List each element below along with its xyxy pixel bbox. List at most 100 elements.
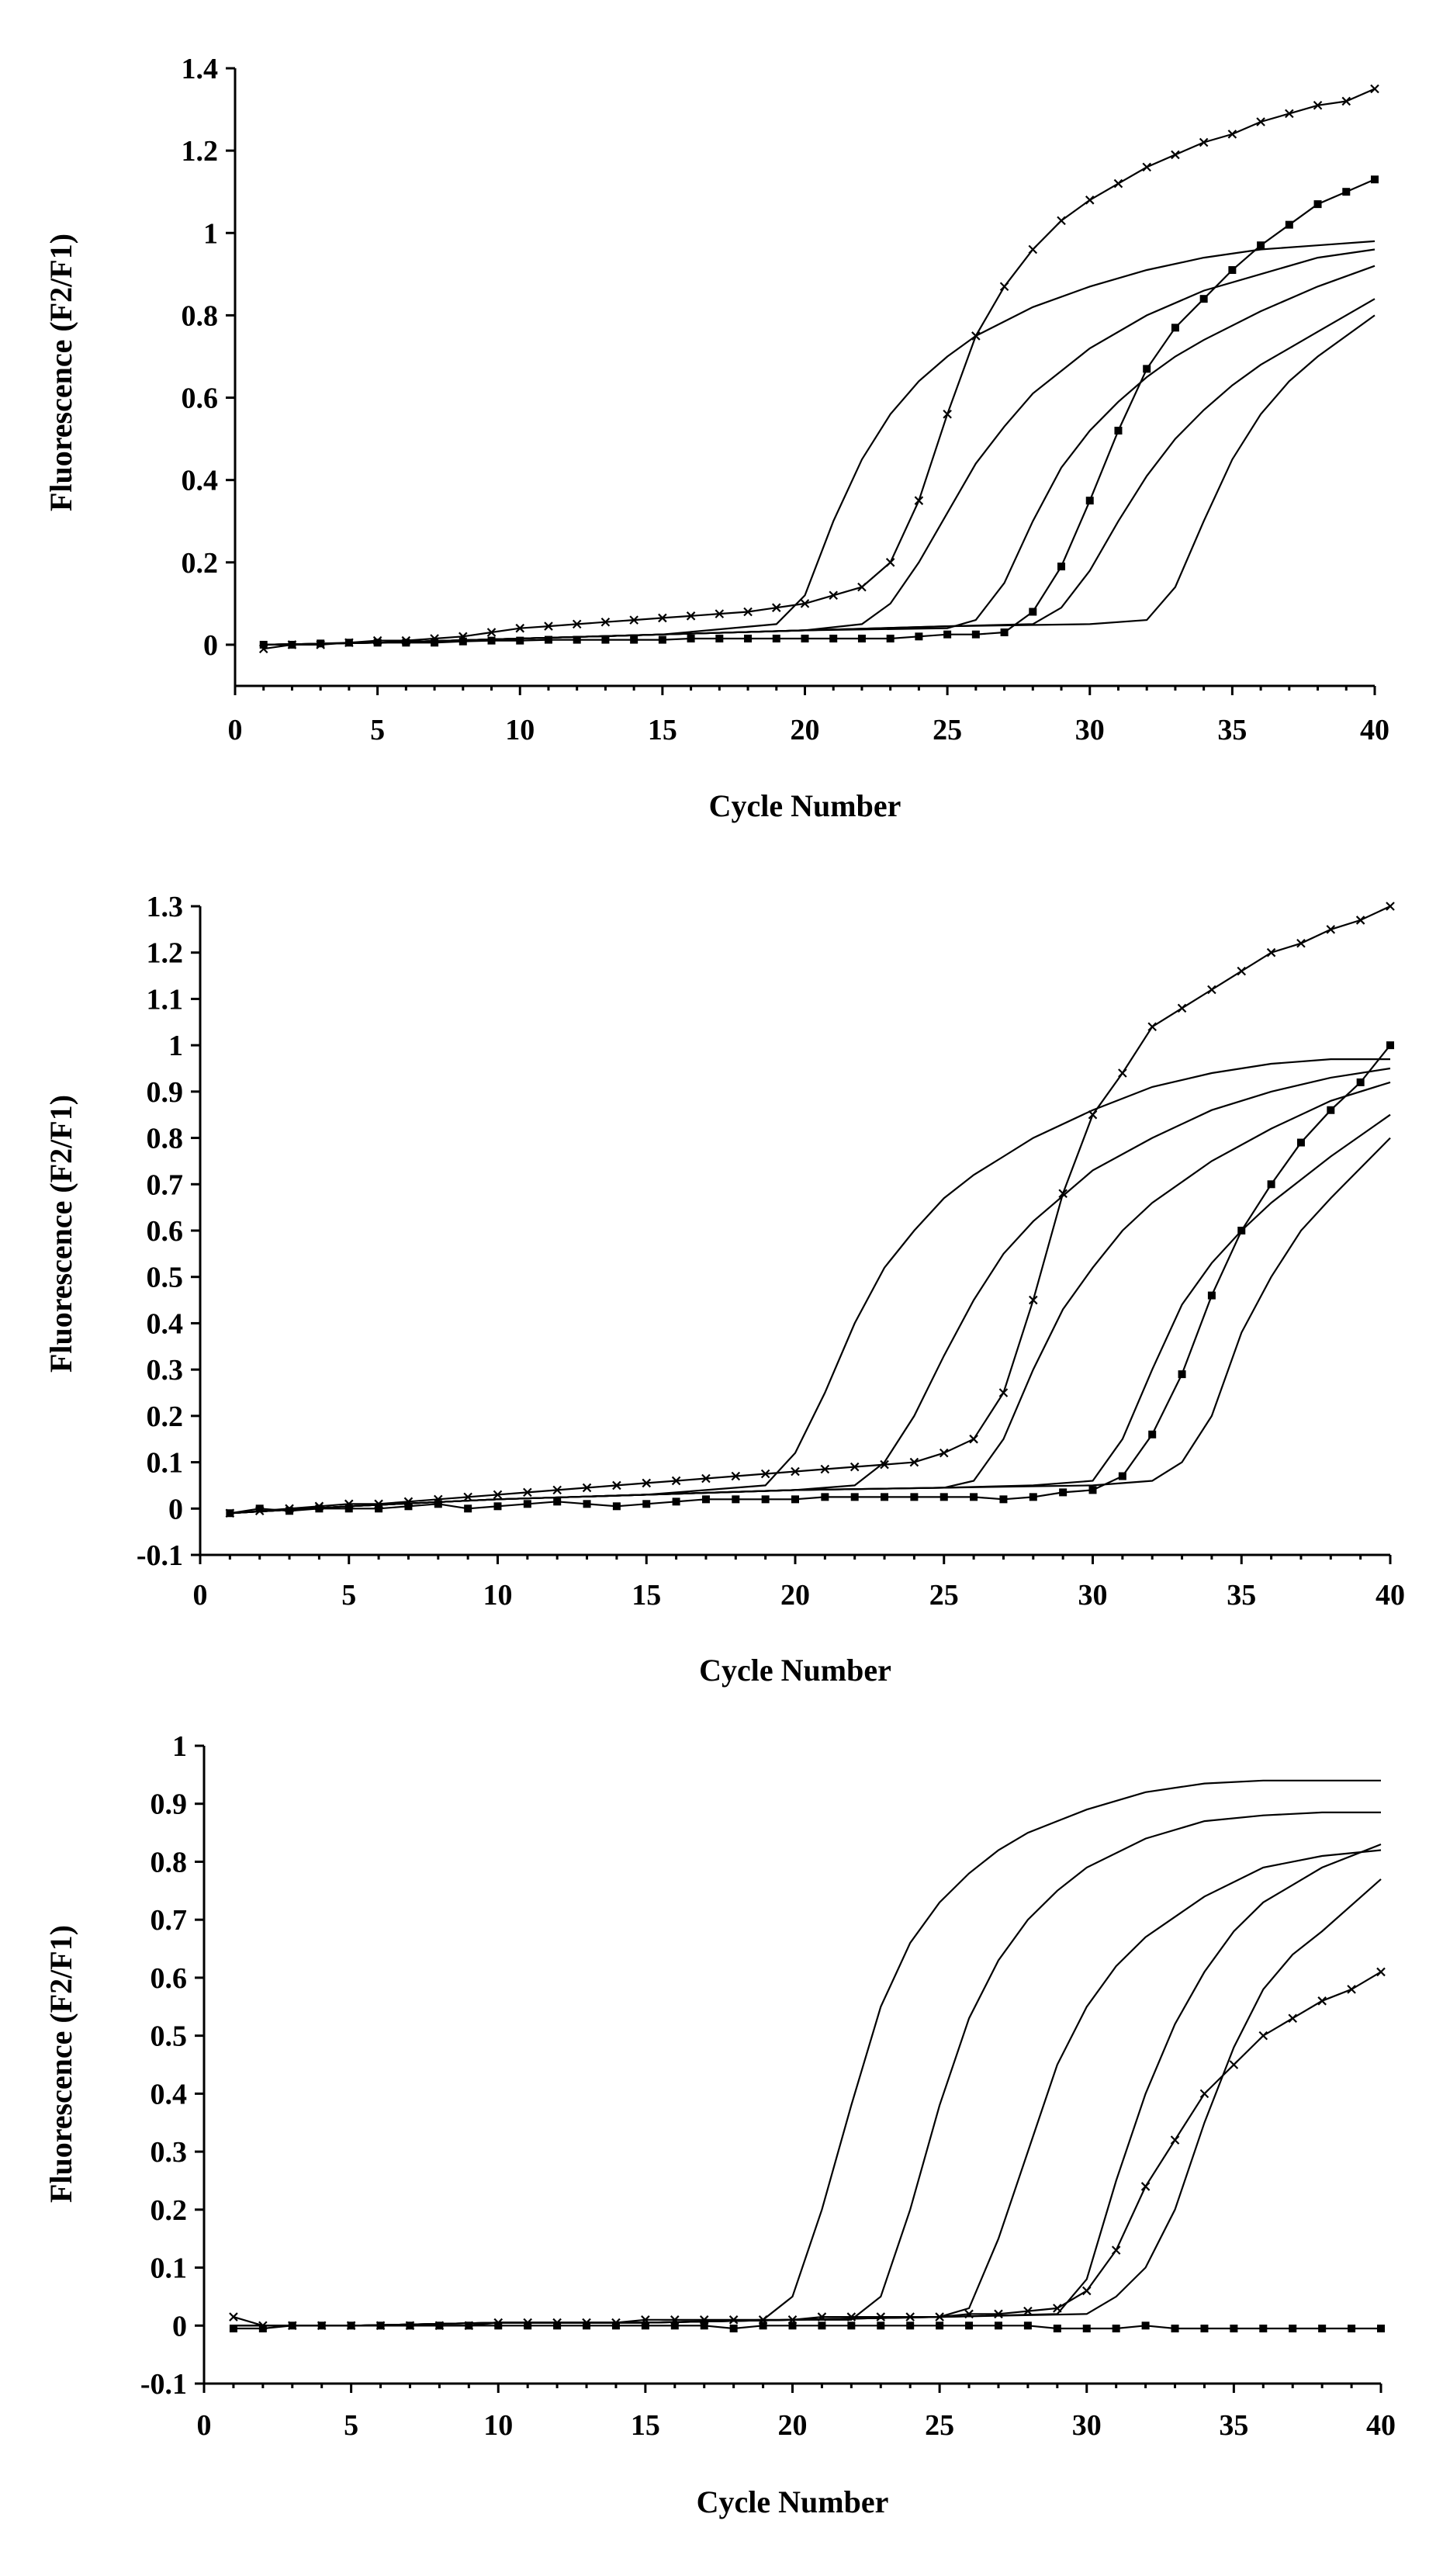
data-point-square [1088, 1486, 1097, 1494]
data-point-square [1112, 2325, 1120, 2333]
data-point-square [732, 1495, 740, 1504]
data-point-square [487, 636, 496, 645]
y-tick-label: 0.8 [182, 299, 219, 332]
data-point-x [728, 2315, 739, 2325]
data-point-x [1207, 985, 1216, 995]
data-point-x [658, 613, 667, 623]
y-tick-label: 1 [168, 1030, 183, 1062]
y-tick-label: 1.2 [147, 937, 184, 970]
data-point-square [373, 639, 382, 647]
data-point-square [524, 2322, 532, 2330]
data-point-square [583, 2322, 591, 2330]
data-point-x [463, 1492, 472, 1502]
series-line-1 [230, 1058, 1390, 1515]
data-point-x [914, 496, 924, 505]
y-tick-label: 0 [203, 629, 218, 662]
data-point-x [1256, 117, 1265, 126]
y-tick-label: 0.1 [151, 2252, 188, 2285]
data-point-x [493, 1490, 503, 1500]
data-point-square [1377, 2325, 1385, 2333]
data-point-x [544, 621, 553, 631]
data-point-square [406, 2322, 414, 2330]
data-point-square [285, 1507, 294, 1515]
data-point-square [494, 2322, 503, 2330]
x-tick-label: 30 [1072, 2409, 1102, 2442]
y-tick-label: 0.2 [182, 547, 219, 580]
data-point-square [544, 635, 552, 644]
x-tick-label: 15 [648, 714, 677, 746]
data-point-square [910, 1493, 919, 1501]
data-point-x [686, 611, 696, 621]
data-point-square [943, 630, 952, 639]
data-point-square [255, 1504, 264, 1513]
data-point-x [1237, 966, 1247, 976]
data-point-x [629, 615, 638, 625]
y-axis-title: Fluorescence (F2/F1) [43, 1925, 78, 2203]
x-tick-label: 5 [344, 2409, 358, 2442]
data-point-x [817, 2312, 827, 2322]
data-point-x [876, 2312, 886, 2322]
x-tick-label: 20 [778, 2409, 808, 2442]
data-point-x [582, 1483, 592, 1493]
data-point-x [1140, 2182, 1151, 2191]
series-line-6 [233, 1971, 1382, 2327]
data-point-square [940, 1493, 948, 1501]
data-point-x [523, 1487, 532, 1497]
x-tick-label: 15 [631, 2409, 660, 2442]
data-point-x [1229, 2060, 1239, 2069]
data-point-x [1355, 916, 1365, 925]
data-point-x [771, 603, 781, 612]
data-point-x [969, 1434, 978, 1444]
data-point-square [583, 1500, 591, 1508]
data-point-square [1267, 1180, 1275, 1189]
x-tick-label: 40 [1366, 2409, 1396, 2442]
data-point-square [573, 635, 581, 644]
data-point-x [939, 1448, 949, 1458]
series-line-4 [263, 298, 1376, 646]
data-point-square [259, 640, 268, 649]
data-point-x [1113, 178, 1123, 189]
data-point-square [818, 2322, 826, 2330]
series-line-3 [230, 1081, 1391, 1515]
y-tick-label: 1.2 [182, 135, 219, 168]
data-point-square [1289, 2325, 1297, 2333]
x-tick-label: 20 [791, 714, 820, 746]
y-tick-label: 0.6 [151, 1962, 188, 1995]
y-tick-label: 0.2 [151, 2194, 188, 2227]
data-point-square [1000, 628, 1009, 637]
data-point-square [658, 635, 666, 644]
series-line-6 [263, 88, 1376, 650]
x-tick-label: 35 [1219, 2409, 1248, 2442]
data-point-x [1029, 1295, 1038, 1305]
x-axis-title: Cycle Number [709, 788, 901, 823]
chart-panel-middle: 0 5 10 15 20 25 30 35 40 -0.1 0 0.1 0.2 0.3 0.4 0.5 0.6 0… [43, 891, 1405, 1688]
data-point-x [229, 2312, 238, 2322]
data-point-square [402, 639, 410, 647]
series-line-5 [230, 1137, 1391, 1515]
x-tick-label: 40 [1376, 1579, 1405, 1612]
data-point-square [1053, 2325, 1061, 2333]
y-tick-label: 1.1 [147, 983, 184, 1016]
data-point-x [1227, 130, 1237, 139]
data-point-x [998, 1388, 1009, 1397]
data-point-square [791, 1495, 799, 1504]
data-point-square [1296, 1138, 1305, 1147]
data-point-square [523, 1500, 531, 1508]
data-point-x [1147, 1022, 1157, 1032]
data-point-square [376, 2322, 385, 2330]
x-axis-title: Cycle Number [697, 2484, 889, 2519]
series-line-7 [230, 1044, 1391, 1515]
data-point-square [226, 1509, 234, 1518]
data-point-square [465, 2322, 473, 2330]
data-point-square [1141, 2322, 1150, 2330]
y-axis-title: Fluorescence (F2/F1) [43, 1095, 78, 1373]
data-point-square [829, 634, 838, 642]
data-point-square [1114, 426, 1123, 435]
data-point-square [288, 2322, 296, 2330]
y-tick-label: 1 [172, 1730, 187, 1763]
data-point-x [971, 331, 981, 341]
data-point-x [1313, 100, 1323, 110]
data-point-x [846, 2312, 856, 2322]
x-axis-title: Cycle Number [699, 1653, 891, 1688]
